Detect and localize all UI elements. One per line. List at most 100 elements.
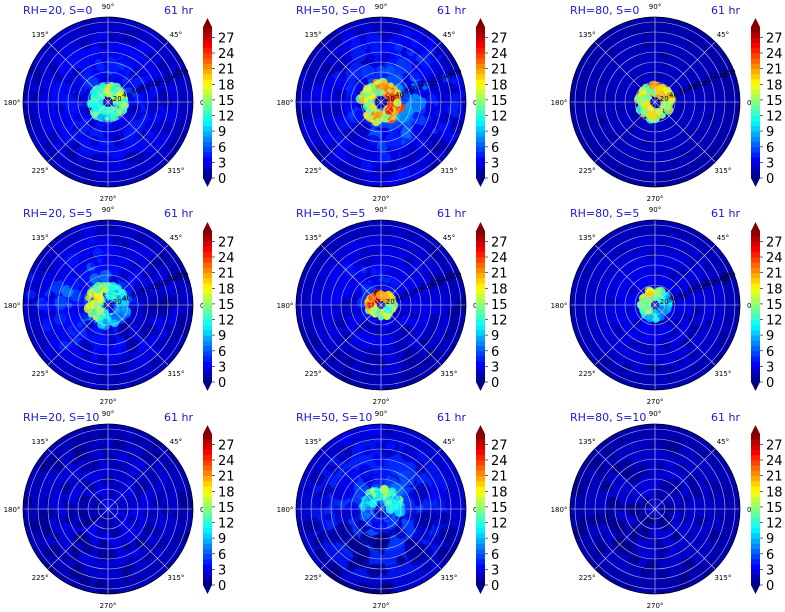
rain-cell [696, 540, 701, 545]
radial-tick-label: 140 [439, 72, 452, 80]
angle-label: 270° [647, 398, 664, 406]
rain-cell [657, 553, 666, 562]
eyewall-cell [384, 92, 392, 100]
colorbar-tick-label: 15 [766, 94, 783, 109]
colorbar-segment [203, 231, 212, 237]
panel-time: 61 hr [437, 207, 466, 220]
colorbar-extend-min [203, 178, 212, 187]
rain-cell [69, 37, 79, 47]
colorbar-segment [751, 444, 760, 451]
rain-cell [62, 481, 72, 491]
colorbar-tick-label: 18 [766, 485, 783, 500]
rain-cell [617, 309, 621, 314]
eyewall-cell [365, 522, 370, 528]
angle-label: 315° [440, 167, 457, 175]
colorbar-extend-max [476, 18, 485, 27]
colorbar-segment [203, 162, 212, 168]
colorbar-segment [476, 283, 485, 289]
rain-cell [353, 273, 359, 278]
angle-label: 225° [305, 574, 322, 582]
colorbar-segment [476, 512, 485, 518]
rain-cell [429, 534, 440, 546]
colorbar-segment [203, 293, 212, 300]
rain-cell [346, 564, 356, 573]
rain-cell [116, 515, 123, 523]
colorbar-extend-max [203, 18, 212, 27]
colorbar-segment [751, 42, 760, 49]
colorbar-segment [751, 449, 760, 456]
rain-cell [641, 177, 645, 181]
colorbar-segment [751, 361, 760, 367]
rain-cell [353, 430, 365, 441]
rain-cell [382, 169, 391, 179]
colorbar-segment [476, 496, 485, 503]
colorbar-segment [476, 231, 485, 237]
rain-cell [375, 583, 392, 594]
rain-cell [66, 277, 75, 286]
colorbar-segment [203, 151, 212, 158]
colorbar-segment [476, 501, 485, 508]
rain-cell [577, 266, 587, 277]
rain-cell [190, 100, 193, 108]
angle-label: 135° [32, 234, 49, 242]
rain-cell [696, 492, 704, 499]
colorbar-segment [476, 120, 485, 127]
colorbar-segment [476, 146, 485, 153]
rain-cell [161, 505, 171, 515]
rain-cell [176, 506, 185, 515]
rain-cell [415, 323, 423, 332]
colorbar-segment [751, 136, 760, 142]
rain-cell [608, 515, 616, 523]
rain-cell [94, 155, 109, 169]
radial-tick-label: 100 [695, 283, 708, 291]
eyewall-cell [99, 82, 107, 90]
colorbar-tick-label: 24 [766, 251, 783, 266]
rain-cell [677, 487, 684, 494]
colorbar-segment [203, 319, 212, 326]
rain-cell [411, 263, 424, 276]
rain-cell [397, 264, 404, 272]
rain-cell [641, 534, 649, 542]
rain-cell [578, 515, 587, 524]
colorbar-segment [751, 63, 760, 70]
rain-cell [156, 83, 160, 88]
colorbar-segment [751, 517, 760, 523]
rain-cell [385, 174, 400, 187]
rain-cell [628, 469, 642, 483]
angle-label: 315° [167, 167, 184, 175]
grid-spoke [594, 244, 656, 306]
colorbar-segment [476, 340, 485, 346]
colorbar-segment [203, 522, 212, 529]
rain-cell [40, 522, 49, 530]
rain-cell [90, 238, 95, 243]
angle-label: 270° [373, 602, 390, 610]
colorbar-segment [203, 569, 212, 575]
eyewall-cell [93, 285, 102, 294]
colorbar-segment [476, 309, 485, 315]
angle-label: 225° [32, 574, 49, 582]
rain-cell [703, 263, 712, 271]
rain-cell [385, 242, 393, 250]
radial-tick-label: 160 [175, 68, 188, 76]
colorbar-segment [751, 125, 760, 132]
rain-cell [36, 509, 50, 523]
rain-cell [38, 459, 49, 471]
colorbar-segment [751, 272, 760, 279]
rain-cell [419, 512, 435, 528]
colorbar-segment [203, 283, 212, 289]
rain-cell [704, 516, 710, 522]
rain-cell [441, 116, 449, 125]
rain-cell [62, 145, 67, 151]
eyewall-cell [368, 293, 377, 302]
panel-title: RH=50, S=0 [296, 4, 365, 17]
rain-cell [83, 320, 94, 331]
colorbar-segment [751, 27, 760, 33]
angle-label: 225° [32, 167, 49, 175]
colorbar-segment [203, 439, 212, 445]
rain-cell [296, 108, 309, 120]
colorbar-tick-label: 15 [766, 501, 783, 516]
colorbar-segment [203, 434, 212, 440]
colorbar-tick-label: 21 [491, 63, 508, 78]
colorbar-segment [476, 262, 485, 268]
colorbar-segment [476, 324, 485, 331]
